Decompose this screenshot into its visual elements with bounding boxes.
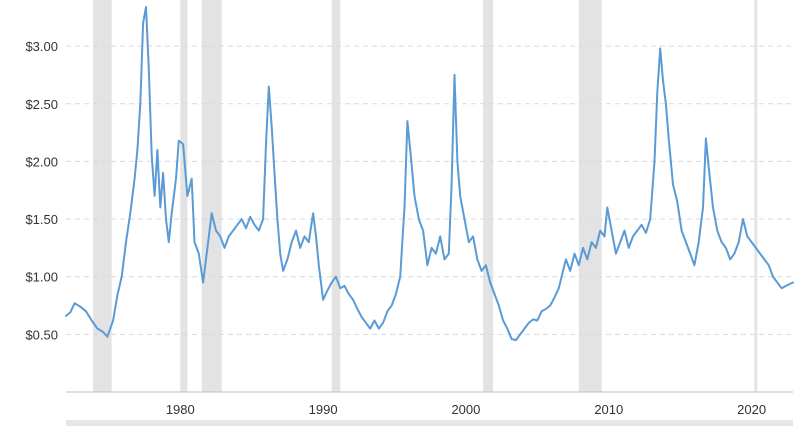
x-tick-label: 2020 bbox=[737, 402, 766, 417]
recession-bands bbox=[93, 0, 758, 392]
x-tick-label: 2000 bbox=[451, 402, 480, 417]
recession-band bbox=[331, 0, 341, 392]
x-axis-band bbox=[66, 420, 793, 426]
y-tick-label: $1.50 bbox=[25, 212, 58, 227]
x-tick-label: 2010 bbox=[594, 402, 623, 417]
recession-band bbox=[93, 0, 112, 392]
recession-band bbox=[754, 0, 758, 392]
y-axis-labels: $0.50 $1.00 $1.50 $2.00 $2.50 $3.00 bbox=[25, 39, 58, 342]
y-tick-label: $2.50 bbox=[25, 97, 58, 112]
y-tick-label: $1.00 bbox=[25, 270, 58, 285]
y-tick-label: $3.00 bbox=[25, 39, 58, 54]
recession-band bbox=[483, 0, 494, 392]
recession-band bbox=[201, 0, 222, 392]
y-tick-label: $2.00 bbox=[25, 154, 58, 169]
x-tick-label: 1980 bbox=[166, 402, 195, 417]
recession-band bbox=[578, 0, 602, 392]
y-tick-label: $0.50 bbox=[25, 327, 58, 342]
x-axis-labels: 1980 1990 2000 2010 2020 bbox=[166, 402, 766, 417]
x-tick-label: 1990 bbox=[309, 402, 338, 417]
recession-band bbox=[180, 0, 188, 392]
series-line bbox=[65, 5, 794, 342]
series-group bbox=[65, 5, 794, 342]
